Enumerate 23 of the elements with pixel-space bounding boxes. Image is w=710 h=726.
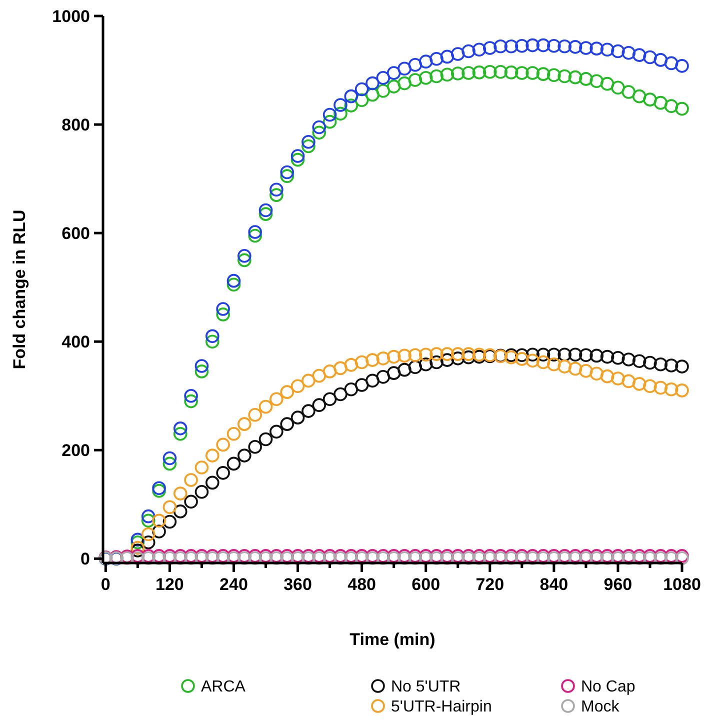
x-tick-label: 600 bbox=[412, 575, 440, 594]
legend-label: ARCA bbox=[201, 678, 246, 696]
x-tick-label: 120 bbox=[156, 575, 184, 594]
x-tick-label: 720 bbox=[476, 575, 504, 594]
y-tick-label: 800 bbox=[62, 115, 90, 134]
legend-label: No 5'UTR bbox=[391, 678, 461, 696]
y-axis-title: Fold change in RLU bbox=[10, 210, 29, 370]
x-axis-title: Time (min) bbox=[350, 630, 436, 649]
y-tick-label: 600 bbox=[62, 224, 90, 244]
x-tick-label: 840 bbox=[540, 575, 568, 594]
y-tick-label: 0 bbox=[80, 550, 90, 569]
legend-label: No Cap bbox=[581, 678, 636, 696]
legend-label: 5'UTR-Hairpin bbox=[391, 698, 492, 716]
x-tick-label: 1080 bbox=[663, 575, 701, 594]
x-tick-label: 960 bbox=[604, 575, 632, 594]
x-tick-label: 0 bbox=[100, 575, 110, 594]
legend-label: Mock bbox=[581, 698, 620, 716]
y-tick-label: 1000 bbox=[52, 6, 90, 26]
x-tick-label: 480 bbox=[348, 575, 376, 594]
x-tick-label: 240 bbox=[220, 575, 248, 594]
x-tick-label: 360 bbox=[284, 575, 312, 594]
y-tick-label: 200 bbox=[62, 441, 90, 460]
y-tick-label: 400 bbox=[62, 332, 90, 352]
